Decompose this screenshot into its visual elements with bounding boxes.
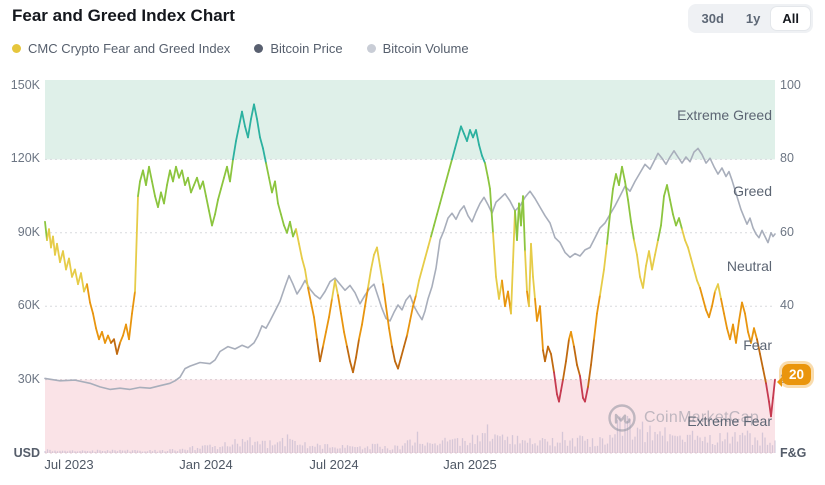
- x-axis-label: Jan 2024: [179, 457, 233, 472]
- right-axis-tick: 60: [780, 225, 794, 239]
- watermark-text: CoinMarketCap: [644, 409, 760, 426]
- zone-label-neutral: Neutral: [726, 258, 772, 274]
- coinmarketcap-watermark: CoinMarketCap: [606, 402, 759, 434]
- right-axis-tick: 40: [780, 298, 794, 312]
- legend-label: Bitcoin Volume: [382, 41, 469, 56]
- coinmarketcap-logo-icon: [608, 404, 636, 432]
- legend-item-bitcoin-price[interactable]: Bitcoin Price: [254, 41, 343, 56]
- zone-label-fear: Fear: [743, 337, 772, 353]
- chart-legend: CMC Crypto Fear and Greed Index Bitcoin …: [12, 41, 469, 56]
- page-title: Fear and Greed Index Chart: [12, 6, 235, 25]
- range-button-30d[interactable]: 30d: [691, 7, 735, 30]
- x-axis-label: Jan 2025: [443, 457, 497, 472]
- legend-label: CMC Crypto Fear and Greed Index: [28, 41, 231, 56]
- left-axis-tick: 30K: [17, 372, 40, 386]
- zone-label-greed: Greed: [733, 183, 772, 199]
- current-value: 20: [789, 367, 805, 382]
- left-axis-tick: 120K: [10, 151, 40, 165]
- x-axis-label: Jul 2023: [44, 457, 94, 472]
- right-axis-tick: 100: [780, 78, 801, 92]
- bitcoin-price-line: [44, 147, 776, 391]
- right-axis-unit: F&G: [780, 446, 807, 460]
- left-axis-tick: 90K: [17, 225, 40, 239]
- legend-dot-dark-icon: [254, 44, 264, 53]
- range-button-all[interactable]: All: [771, 7, 810, 30]
- current-value-badge: 20: [776, 364, 812, 387]
- range-button-1y[interactable]: 1y: [735, 7, 771, 30]
- time-range-selector: 30d 1y All: [687, 4, 813, 33]
- right-axis-tick: 80: [780, 151, 794, 165]
- left-axis-unit: USD: [13, 446, 40, 460]
- left-axis-tick: 60K: [17, 298, 40, 312]
- left-axis-tick: 150K: [10, 78, 40, 92]
- x-axis-label: Jul 2024: [309, 457, 359, 472]
- legend-item-fear-greed-index[interactable]: CMC Crypto Fear and Greed Index: [12, 41, 230, 56]
- zone-label-extreme-fear: Extreme Fear: [687, 413, 772, 429]
- legend-item-bitcoin-volume[interactable]: Bitcoin Volume: [366, 41, 469, 56]
- legend-dot-gray-icon: [366, 44, 376, 53]
- zone-band: [45, 80, 775, 160]
- zone-label-extreme-greed: Extreme Greed: [677, 107, 772, 123]
- legend-dot-yellow-icon: [12, 44, 21, 53]
- legend-label: Bitcoin Price: [270, 41, 343, 56]
